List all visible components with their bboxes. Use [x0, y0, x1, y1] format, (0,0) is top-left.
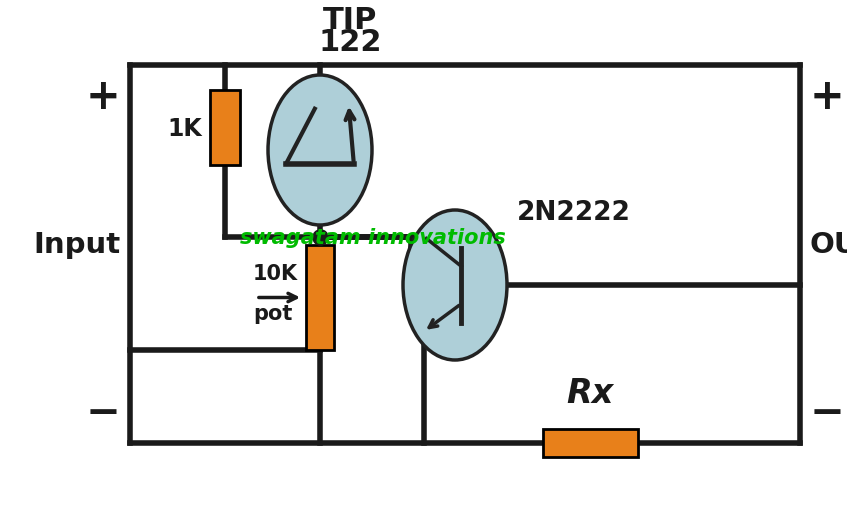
Text: +: + [86, 76, 120, 118]
Bar [542, 429, 638, 457]
Text: Input: Input [33, 231, 120, 259]
Text: TIP: TIP [323, 6, 377, 35]
Ellipse shape [268, 76, 372, 226]
Text: +: + [810, 76, 844, 118]
Text: 122: 122 [318, 28, 382, 57]
Text: pot: pot [253, 303, 292, 323]
Text: swagatam innovations: swagatam innovations [240, 228, 506, 247]
Bar [210, 91, 240, 166]
Text: 1K: 1K [167, 116, 202, 140]
Ellipse shape [403, 211, 507, 360]
Text: −: − [810, 391, 844, 433]
Text: Rx: Rx [567, 376, 613, 409]
Bar [306, 245, 334, 350]
Text: OUT: OUT [810, 231, 847, 259]
Text: 2N2222: 2N2222 [517, 199, 631, 226]
Text: −: − [86, 391, 120, 433]
Text: 10K: 10K [253, 263, 298, 283]
